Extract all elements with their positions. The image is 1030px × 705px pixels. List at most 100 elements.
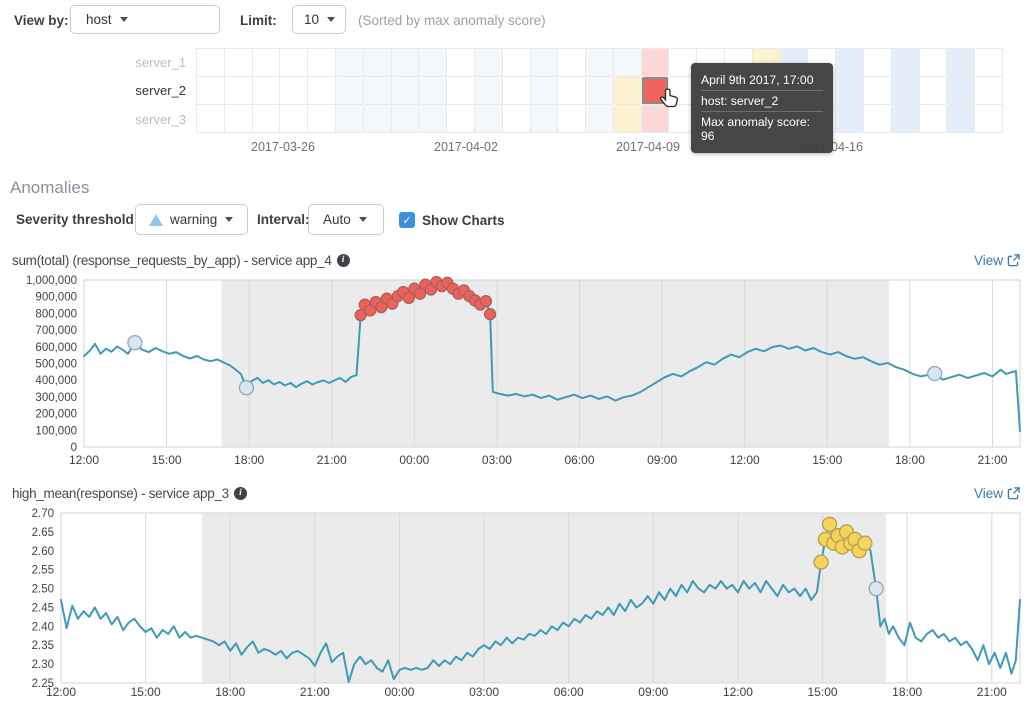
swimlane-cell[interactable] [252,105,281,133]
anomaly-marker-critical[interactable] [364,304,377,317]
swimlane-cell[interactable] [975,105,1003,133]
swimlane-cell[interactable] [474,49,503,77]
swimlane-cell[interactable] [280,49,309,77]
anomaly-marker-warning[interactable] [127,334,143,351]
swimlane-cell[interactable] [308,77,336,105]
swimlane-cell[interactable] [558,49,587,77]
swimlane-cell[interactable] [419,105,448,133]
swimlane-cell[interactable] [613,49,642,77]
swimlane-cell[interactable] [252,49,281,77]
swimlane-cell[interactable] [891,49,920,77]
anomaly-marker-warning[interactable] [868,580,884,597]
swimlane-cell[interactable] [280,105,309,133]
swimlane-row-label-server_1[interactable]: server_1 [135,55,186,70]
show-charts-checkbox[interactable]: ✓ [399,212,415,228]
swimlane-cell[interactable] [891,77,920,105]
chart1-canvas[interactable]: 0 100,000 200,000 300,000 400,000 500,000 600,… [8,272,1022,475]
anomaly-marker-minor[interactable] [857,535,873,551]
swimlane-cell[interactable] [419,49,448,77]
swimlane-cell[interactable] [419,77,448,105]
swimlane-cell[interactable] [363,49,392,77]
swimlane-cell[interactable] [502,77,531,105]
swimlane-cell[interactable] [502,49,531,77]
swimlane-tooltip: April 9th 2017, 17:00 host: server_2 Max… [691,63,833,153]
swimlane-cell[interactable] [335,77,364,105]
swimlane-row-label-server_2[interactable]: server_2 [135,83,186,99]
swimlane-cell[interactable] [947,77,976,105]
swimlane-cell[interactable] [391,105,420,133]
swimlane-cell[interactable] [224,49,253,77]
swimlane-cell[interactable] [474,77,503,105]
swimlane-cell[interactable] [919,49,948,77]
swimlane-cell[interactable] [919,105,948,133]
swimlane-cell[interactable] [947,49,976,77]
swimlane-cell[interactable] [280,77,309,105]
view-by-select[interactable]: host [70,5,220,34]
swimlane-cell[interactable] [530,49,559,77]
swimlane-cell[interactable] [197,105,225,133]
swimlane-cell[interactable] [641,49,670,77]
swimlane-cell[interactable] [197,77,225,105]
swimlane-cell[interactable] [391,77,420,105]
swimlane-cell[interactable] [447,77,475,105]
anomaly-marker-critical[interactable] [354,308,367,322]
swimlane-cell[interactable] [586,77,614,105]
swimlane-cell[interactable] [502,105,531,133]
swimlane-cell[interactable] [864,105,892,133]
swimlane-cell[interactable] [391,49,420,77]
anomaly-marker-critical[interactable] [483,308,497,321]
swimlane-cell[interactable] [447,49,475,77]
swimlane-cell[interactable] [891,105,920,133]
view-link-label: View [973,485,1003,501]
swimlane-cell[interactable] [224,77,253,105]
swimlane-cell[interactable] [558,105,587,133]
anomaly-marker-critical[interactable] [479,295,493,308]
swimlane-cell[interactable] [558,77,587,105]
swimlane-cell[interactable] [613,77,642,105]
swimlane-cell[interactable] [975,77,1003,105]
interval-select[interactable]: Auto [308,204,384,235]
limit-select[interactable]: 10 [292,5,346,34]
anomaly-marker-critical[interactable] [413,287,427,300]
swimlane-cell[interactable] [530,105,559,133]
swimlane-cell[interactable] [586,105,614,133]
swimlane-cell[interactable] [447,105,475,133]
swimlane-cell[interactable] [864,77,892,105]
chart2-view-link[interactable]: View [974,486,1020,501]
swimlane-cell[interactable] [836,49,865,77]
swimlane-cell[interactable] [335,49,364,77]
swimlane-cell[interactable] [224,105,253,133]
swimlane-cell[interactable] [335,105,364,133]
chart1-title: sum(total) (response_requests_by_app) - … [12,252,332,268]
swimlane-row-label-server_3[interactable]: server_3 [135,111,186,127]
swimlane-cell[interactable] [836,105,865,133]
swimlane-cell[interactable] [197,49,225,77]
anomaly-marker-minor[interactable] [821,516,838,532]
anomaly-marker-critical[interactable] [375,300,388,314]
swimlane-cell[interactable] [474,105,503,133]
info-icon[interactable]: i [233,486,247,500]
swimlane-cell[interactable] [919,77,948,105]
info-icon[interactable]: i [336,253,350,267]
severity-threshold-select[interactable]: warning [135,204,248,235]
swimlane-cell[interactable] [586,49,614,77]
swimlane-cell[interactable] [613,105,642,133]
swimlane-cell[interactable] [363,77,392,105]
anomaly-marker-warning[interactable] [238,380,255,396]
severity-threshold-label: Severity threshold: [16,212,139,227]
chart1-view-link[interactable]: View [974,253,1020,268]
swimlane-cell[interactable] [530,77,559,105]
swimlane-cell[interactable] [363,105,392,133]
swimlane-cell[interactable] [252,77,281,105]
anomaly-marker-warning[interactable] [927,365,943,382]
chart2-canvas[interactable]: 2.25 2.30 2.35 2.40 2.45 2.50 2.55 2.60 2.65 2.70… [8,505,1022,705]
swimlane-cell[interactable] [308,105,336,133]
swimlane-cell[interactable] [308,49,336,77]
swimlane-cell[interactable] [975,49,1003,77]
anomaly-marker-minor[interactable] [813,554,829,570]
swimlane-cell[interactable] [864,49,892,77]
swimlane-cell[interactable] [836,77,865,105]
swimlane-cell[interactable] [641,105,670,133]
anomaly-marker-critical[interactable] [402,291,415,305]
swimlane-cell[interactable] [947,105,976,133]
